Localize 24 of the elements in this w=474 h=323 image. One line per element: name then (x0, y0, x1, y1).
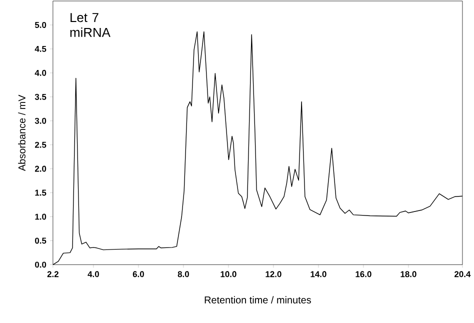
x-tick-label: 2.2 (47, 271, 58, 278)
x-tick-label: 4.0 (88, 271, 99, 278)
x-tick-label: 6.0 (132, 271, 144, 278)
y-tick-label: 3.0 (34, 118, 46, 124)
y-axis-title: Absorbance / mV (18, 94, 26, 172)
x-tick-label: 18.0 (400, 271, 416, 278)
x-axis-title: Retention time / minutes (204, 296, 311, 304)
y-tick-label: 1.0 (35, 214, 46, 220)
y-tick-label: 4.5 (34, 46, 46, 52)
annotation: Let 7 miRNA (70, 13, 110, 38)
x-tick-label: 12.0 (266, 271, 282, 278)
x-tick-label: 16.0 (356, 271, 372, 278)
x-tick-label: 10.0 (220, 271, 236, 278)
y-tick-label: 1.5 (35, 190, 46, 196)
y-tick-label: 3.5 (34, 94, 46, 100)
y-tick-label: 0.0 (35, 262, 46, 268)
y-tick-label: 4.0 (34, 70, 46, 76)
y-tick-label: 0.5 (35, 238, 46, 244)
y-tick-label: 2.0 (34, 166, 46, 172)
x-tick-label: 20.4 (454, 271, 471, 278)
x-tick-label: 14.0 (310, 271, 326, 278)
y-tick-label: 5.0 (34, 22, 46, 28)
x-tick-label: 8.0 (178, 271, 189, 278)
y-tick-label: 2.5 (34, 142, 46, 148)
